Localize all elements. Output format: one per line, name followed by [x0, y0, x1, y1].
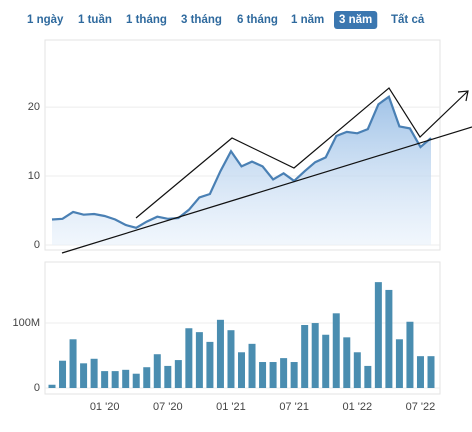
price-line: [51, 94, 432, 229]
volume-bar: [427, 356, 435, 388]
range-button-label[interactable]: 3 năm: [339, 14, 372, 26]
range-button-label[interactable]: 3 tháng: [181, 14, 222, 26]
volume-bar: [143, 367, 151, 388]
y-tick-label: 100M: [12, 317, 40, 329]
volume-bar: [406, 321, 414, 388]
volume-bar: [174, 360, 182, 388]
volume-bar: [395, 339, 403, 388]
volume-bar: [322, 334, 330, 388]
volume-bar: [343, 337, 351, 388]
y-tick-label: 0: [34, 382, 40, 394]
volume-bar: [164, 365, 172, 388]
price-panel: [44, 39, 441, 251]
volume-bar: [269, 362, 277, 388]
volume-bar: [111, 371, 119, 388]
volume-bar: [69, 339, 77, 388]
x-tick-label: 01 '20: [90, 401, 120, 413]
price-area: [52, 96, 431, 245]
volume-bar: [280, 358, 288, 388]
range-button-label[interactable]: 1 tuần: [78, 14, 112, 26]
volume-bar: [374, 282, 382, 388]
volume-bar: [259, 362, 267, 388]
arrow-head: [457, 90, 469, 102]
volume-bar: [353, 352, 361, 388]
range-button-label[interactable]: Tất cả: [391, 14, 425, 26]
volume-bar: [290, 362, 298, 388]
volume-bar: [416, 356, 424, 388]
volume-bar: [385, 289, 393, 388]
range-button-label[interactable]: 1 tháng: [126, 14, 167, 26]
x-tick-label: 07 '22: [406, 401, 436, 413]
range-button-label[interactable]: 6 tháng: [237, 14, 278, 26]
range-button[interactable]: 3 năm: [334, 11, 378, 29]
range-button-label[interactable]: 1 năm: [291, 14, 324, 26]
range-button[interactable]: 1 ngày: [27, 14, 64, 26]
volume-bar: [153, 354, 161, 388]
volume-bar: [364, 365, 372, 388]
volume-bar: [59, 360, 67, 388]
volume-bar: [248, 343, 256, 388]
trend-drawings: [61, 87, 472, 254]
panels: [44, 39, 441, 395]
zigzag-line: [135, 87, 469, 219]
volume-bar: [48, 384, 56, 388]
y-tick-label: 20: [28, 101, 40, 113]
range-button[interactable]: 6 tháng: [237, 14, 278, 26]
x-tick-label: 07 '21: [279, 401, 309, 413]
range-buttons: 1 ngày 1 tuần 1 tháng 3 tháng 6 tháng 1 năm 3 …: [27, 11, 425, 29]
volume-bar: [227, 330, 235, 388]
volume-panel: [44, 261, 441, 395]
volume-bar: [195, 332, 203, 388]
volume-bar: [122, 369, 130, 388]
volume-bar: [311, 323, 319, 388]
support-line: [61, 126, 472, 254]
volume-bar: [80, 363, 88, 388]
volume-bar: [185, 328, 193, 388]
range-button[interactable]: 1 tuần: [78, 14, 112, 26]
y-tick-label: 10: [28, 170, 40, 182]
x-tick-label: 01 '21: [216, 401, 246, 413]
volume-bar: [332, 313, 340, 388]
plot: 0 10 20 0 100M 01 '20 07 '20 01 '21 07 '21 01 '22…: [12, 94, 440, 413]
x-tick-label: 07 '20: [153, 401, 183, 413]
x-tick-label: 01 '22: [342, 401, 372, 413]
range-button[interactable]: 3 tháng: [181, 14, 222, 26]
range-button[interactable]: 1 năm: [291, 14, 324, 26]
y-tick-label: 0: [34, 239, 40, 251]
volume-bar: [132, 373, 140, 388]
volume-bar: [206, 341, 214, 388]
range-button[interactable]: Tất cả: [391, 14, 425, 26]
volume-bar: [216, 319, 224, 388]
range-button-bg[interactable]: [334, 11, 378, 29]
range-button[interactable]: 1 tháng: [126, 14, 167, 26]
volume-bar: [238, 352, 245, 388]
volume-bar: [101, 371, 109, 388]
volume-bar: [301, 325, 309, 388]
volume-bar: [90, 358, 98, 388]
range-button-label[interactable]: 1 ngày: [27, 14, 64, 26]
